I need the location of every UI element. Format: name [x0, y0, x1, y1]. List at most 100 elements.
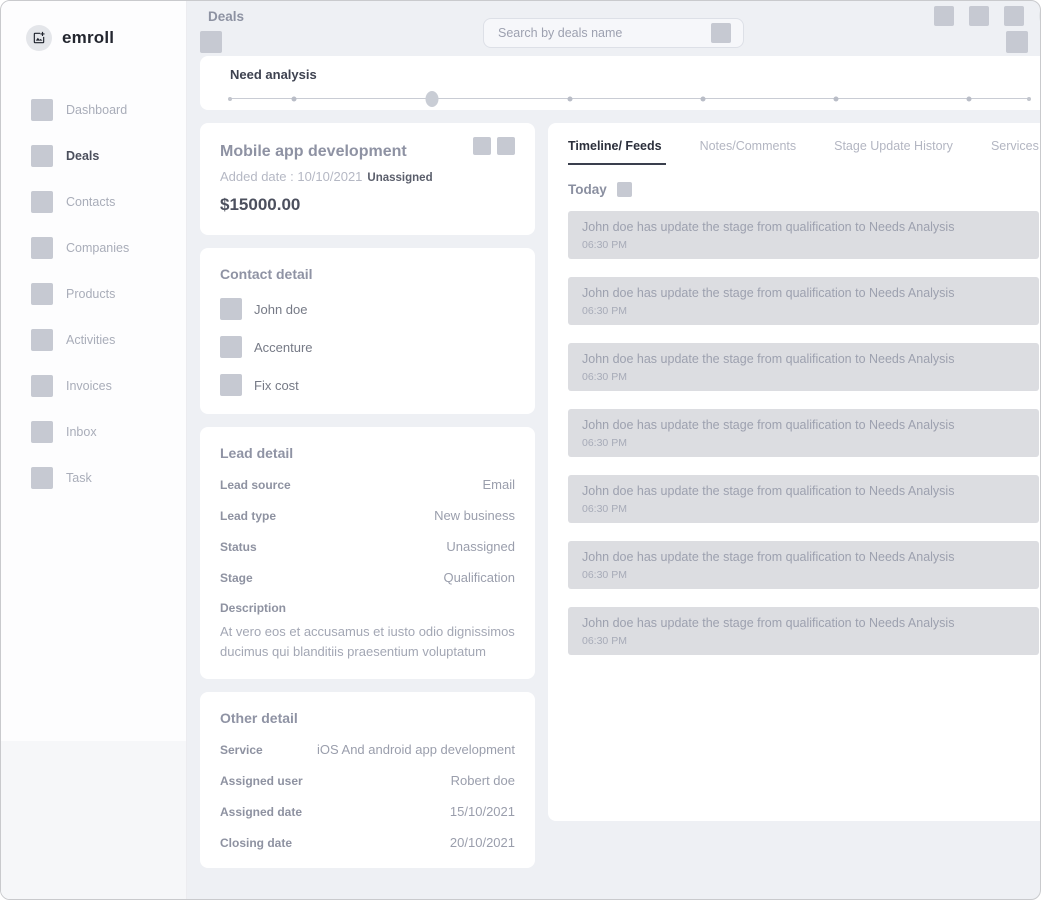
stage-dot[interactable]	[228, 96, 232, 101]
field-label: Assigned user	[220, 774, 303, 788]
sidebar-item-label: Inbox	[66, 425, 97, 439]
feed-group-header: Today	[548, 165, 1040, 197]
nav-item-icon	[31, 283, 53, 305]
topbar-icon-1[interactable]	[933, 6, 954, 26]
field-label: Assigned date	[220, 805, 303, 819]
subbar	[187, 31, 1040, 53]
nav-item-icon	[31, 237, 53, 259]
feed-tab[interactable]: Services	[990, 139, 1039, 153]
field-value: iOS And android app development	[316, 742, 515, 757]
nav-item-icon	[31, 421, 53, 443]
feed-tab[interactable]: Timeline/ Feeds	[568, 123, 666, 165]
deal-summary-card: Mobile app development Added date : 10/1…	[200, 123, 535, 235]
logo[interactable]: emroll	[1, 1, 186, 51]
feed-item: John doe has update the stage from quali…	[568, 409, 1039, 457]
topbar-icon-3[interactable]	[1003, 6, 1024, 26]
sidebar-item[interactable]: Companies	[1, 225, 186, 271]
nav-item-icon	[31, 191, 53, 213]
feed-item: John doe has update the stage from quali…	[568, 475, 1039, 523]
stage-slider-track	[230, 98, 1029, 99]
description-text: At vero eos et accusamus et iusto odio d…	[220, 624, 515, 659]
feed-panel: Timeline/ Feeds Notes/Comments Stage Upd…	[548, 123, 1040, 821]
other-detail-row: Service iOS And android app development	[220, 742, 515, 757]
edit-icon[interactable]	[473, 137, 491, 155]
feed-tabs: Timeline/ Feeds Notes/Comments Stage Upd…	[548, 123, 1040, 165]
feed-item-time: 06:30 PM	[582, 635, 627, 647]
deal-status-badge: Unassigned	[367, 172, 433, 184]
stage-slider	[228, 88, 1031, 110]
field-label: Lead source	[220, 478, 291, 492]
field-value: Qualification	[443, 570, 515, 585]
feed-item-time: 06:30 PM	[582, 569, 627, 581]
contact-list: John doe Accenture Fix cost	[220, 298, 515, 396]
feed-item-time: 06:30 PM	[582, 371, 627, 383]
search-icon[interactable]	[711, 23, 731, 43]
feed-tab[interactable]: Notes/Comments	[699, 139, 797, 153]
main-area: Deals	[187, 1, 1040, 899]
field-value: 15/10/2021	[449, 804, 515, 819]
other-detail-row: Closing date 20/10/2021	[220, 835, 515, 850]
subbar-actions	[1005, 31, 1040, 53]
subbar-icon-2[interactable]	[1039, 31, 1040, 53]
lead-detail-row: Lead type New business	[220, 508, 515, 523]
other-detail-card: Other detail Service iOS And android app…	[200, 692, 535, 868]
sidebar-item[interactable]: Activities	[1, 317, 186, 363]
field-label: Status	[220, 540, 257, 554]
sidebar-item[interactable]: Dashboard	[1, 87, 186, 133]
other-detail-heading: Other detail	[220, 710, 298, 726]
field-label: Service	[220, 743, 263, 757]
topbar-actions	[933, 1, 1040, 31]
feed-item-text: John doe has update the stage from quali…	[582, 484, 955, 498]
deal-title: Mobile app development	[220, 143, 407, 160]
deal-amount: $15000.00	[220, 195, 301, 214]
contact-detail-heading: Contact detail	[220, 266, 313, 282]
other-detail-row: Assigned date 15/10/2021	[220, 804, 515, 819]
stage-dot[interactable]	[425, 90, 439, 107]
feed-tab[interactable]: Stage Update History	[834, 139, 953, 153]
contact-row: Accenture	[220, 336, 515, 358]
stage-dot[interactable]	[291, 96, 297, 101]
field-value: New business	[434, 508, 515, 523]
contact-row: Fix cost	[220, 374, 515, 396]
sidebar-item[interactable]: Contacts	[1, 179, 186, 225]
sidebar-item-label: Invoices	[66, 379, 112, 393]
field-value: 20/10/2021	[449, 835, 515, 850]
sidebar-item-label: Deals	[66, 149, 100, 163]
sidebar-item[interactable]: Deals	[1, 133, 186, 179]
sidebar-item[interactable]: Inbox	[1, 409, 186, 455]
subbar-icon-1[interactable]	[1005, 31, 1028, 53]
feed-item: John doe has update the stage from quali…	[568, 541, 1039, 589]
topbar-icon-2[interactable]	[968, 6, 989, 26]
feed-item: John doe has update the stage from quali…	[568, 343, 1039, 391]
delete-icon[interactable]	[497, 137, 515, 155]
user-avatar[interactable]	[1038, 1, 1040, 31]
lead-detail-row: Stage Qualification	[220, 570, 515, 585]
stage-dot[interactable]	[966, 96, 972, 101]
sidebar-item-label: Task	[66, 471, 92, 485]
stage-dot[interactable]	[833, 96, 839, 101]
stage-dot[interactable]	[1026, 96, 1031, 101]
stage-dot[interactable]	[567, 96, 573, 101]
lead-detail-rows: Lead source Email Lead type New business…	[220, 477, 515, 585]
feed-item: John doe has update the stage from quali…	[568, 211, 1039, 259]
feed-item-time: 06:30 PM	[582, 305, 627, 317]
search-input[interactable]	[484, 19, 743, 47]
contact-name: Fix cost	[254, 377, 299, 393]
back-button[interactable]	[200, 31, 222, 53]
sidebar-item[interactable]: Task	[1, 455, 186, 501]
description-label: Description	[220, 601, 287, 615]
field-label: Stage	[220, 571, 253, 585]
feed-item-time: 06:30 PM	[582, 503, 627, 515]
stage-dot[interactable]	[700, 96, 706, 101]
contact-name: John doe	[254, 301, 308, 317]
feed-group-label: Today	[568, 182, 607, 197]
sidebar-item[interactable]: Products	[1, 271, 186, 317]
nav-item-icon	[31, 467, 53, 489]
lead-detail-row: Status Unassigned	[220, 539, 515, 554]
sidebar-item[interactable]: Invoices	[1, 363, 186, 409]
sidebar-item-label: Activities	[66, 333, 116, 347]
deal-actions	[473, 137, 515, 155]
search-box	[483, 18, 744, 48]
feed-item-text: John doe has update the stage from quali…	[582, 352, 955, 366]
